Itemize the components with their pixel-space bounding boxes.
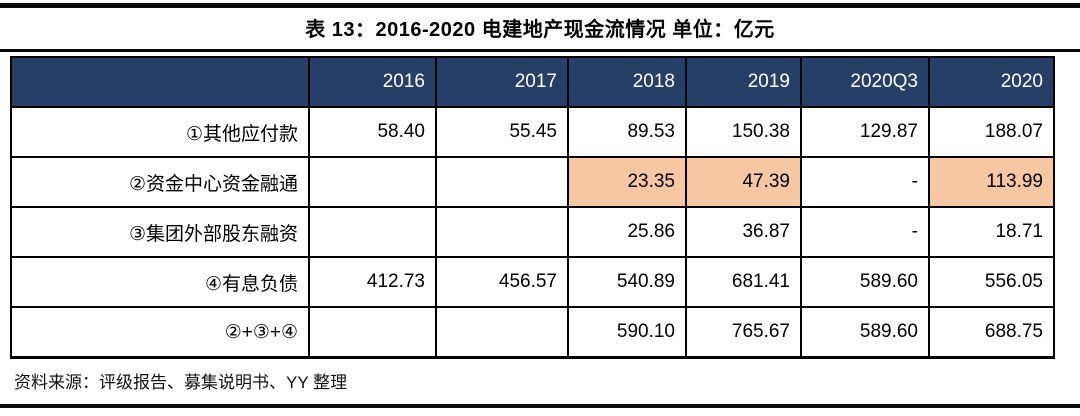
cell-value: 18.71 xyxy=(928,206,1055,258)
cell-value: 589.60 xyxy=(800,256,930,308)
table-title: 表 13：2016-2020 电建地产现金流情况 单位：亿元 xyxy=(305,19,775,41)
row-label: ②资金中心资金融通 xyxy=(10,156,310,208)
cell-value: 456.57 xyxy=(435,256,569,308)
top-rule xyxy=(0,3,1080,8)
row-label: ①其他应付款 xyxy=(10,106,310,158)
header-cell-2016: 2016 xyxy=(308,56,437,108)
cell-value: 36.87 xyxy=(685,206,802,258)
header-cell-2018: 2018 xyxy=(567,56,687,108)
bottom-rule xyxy=(0,404,1080,408)
cell-value xyxy=(435,306,569,359)
header-row: 2016 2017 2018 2019 2020Q3 2020 xyxy=(10,56,1055,108)
source-note: 资料来源：评级报告、募集说明书、YY 整理 xyxy=(14,373,348,392)
row-label: ④有息负债 xyxy=(10,256,310,308)
cashflow-table: 2016 2017 2018 2019 2020Q3 2020 ①其他应付款 5… xyxy=(10,56,1055,359)
cell-value xyxy=(308,306,437,359)
cell-value: 188.07 xyxy=(928,106,1055,158)
row-label: ③集团外部股东融资 xyxy=(10,206,310,258)
cell-value: 556.05 xyxy=(928,256,1055,308)
cell-value xyxy=(308,156,437,208)
cell-value: 765.67 xyxy=(685,306,802,359)
cell-value: 89.53 xyxy=(567,106,687,158)
header-cell-label xyxy=(10,56,310,108)
cell-value: 589.60 xyxy=(800,306,930,359)
table-row-sum: ②+③+④ 590.10 765.67 589.60 688.75 xyxy=(10,306,1055,359)
header-cell-2017: 2017 xyxy=(435,56,569,108)
cell-value: 55.45 xyxy=(435,106,569,158)
cell-value: 590.10 xyxy=(567,306,687,359)
title-divider-rule xyxy=(0,49,1080,52)
cell-value: 688.75 xyxy=(928,306,1055,359)
cell-value: 25.86 xyxy=(567,206,687,258)
row-label: ②+③+④ xyxy=(10,306,310,359)
cell-value: - xyxy=(800,206,930,258)
cell-value xyxy=(308,206,437,258)
cell-value: 412.73 xyxy=(308,256,437,308)
cell-value: 129.87 xyxy=(800,106,930,158)
cell-value xyxy=(435,206,569,258)
table-row-capital-center-financing: ②资金中心资金融通 23.35 47.39 - 113.99 xyxy=(10,156,1055,208)
table-row-interest-bearing-debt: ④有息负债 412.73 456.57 540.89 681.41 589.60… xyxy=(10,256,1055,308)
cell-value: 58.40 xyxy=(308,106,437,158)
header-cell-2019: 2019 xyxy=(685,56,802,108)
cell-value: 540.89 xyxy=(567,256,687,308)
table-row-other-payables: ①其他应付款 58.40 55.45 89.53 150.38 129.87 1… xyxy=(10,106,1055,158)
header-cell-2020q3: 2020Q3 xyxy=(800,56,930,108)
cell-value: - xyxy=(800,156,930,208)
cell-value-highlighted: 23.35 xyxy=(567,156,687,208)
header-cell-2020: 2020 xyxy=(928,56,1055,108)
cell-value: 681.41 xyxy=(685,256,802,308)
table-row-external-shareholder-financing: ③集团外部股东融资 25.86 36.87 - 18.71 xyxy=(10,206,1055,258)
cell-value xyxy=(435,156,569,208)
cell-value: 150.38 xyxy=(685,106,802,158)
cell-value-highlighted: 113.99 xyxy=(928,156,1055,208)
cell-value-highlighted: 47.39 xyxy=(685,156,802,208)
